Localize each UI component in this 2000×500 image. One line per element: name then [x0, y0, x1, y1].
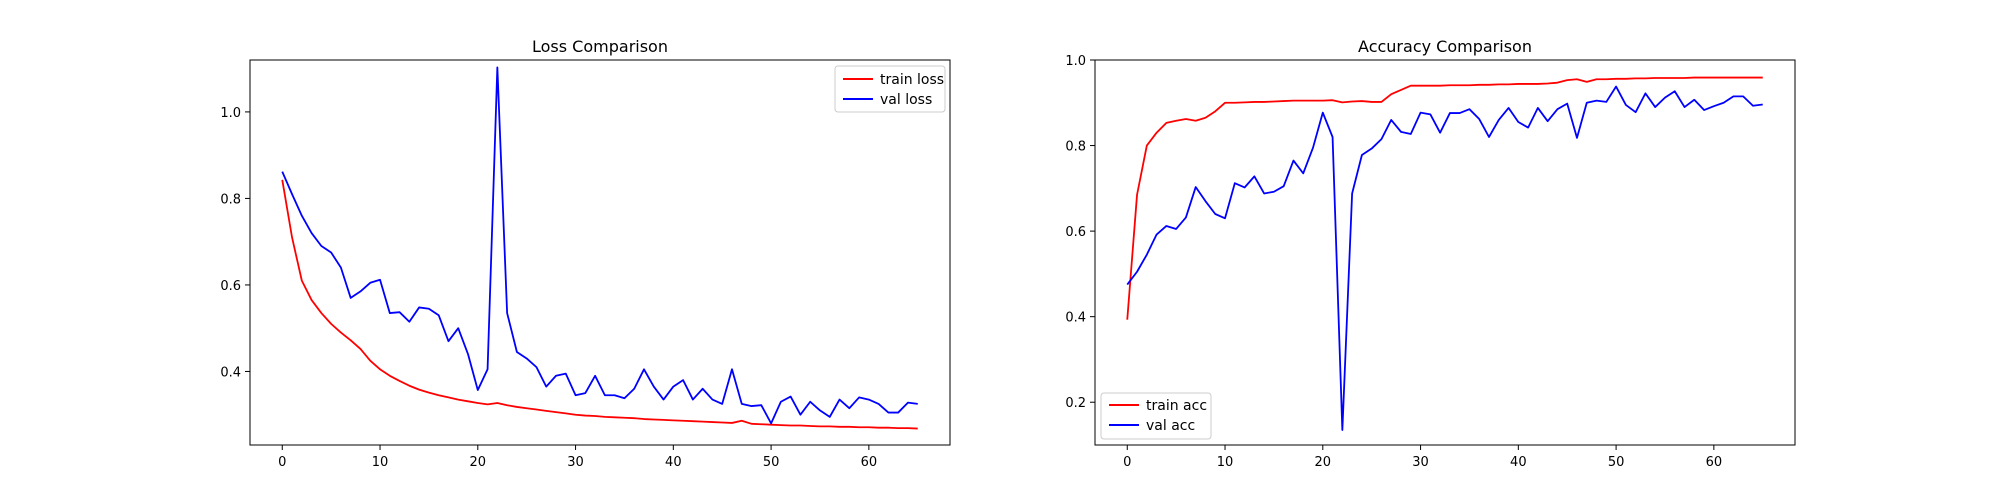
accuracy-y-tick-label: 0.8 [1065, 140, 1086, 155]
val-acc-line [1126, 85, 1763, 431]
accuracy-series-lines [1126, 76, 1763, 431]
loss-y-tick-label: 0.8 [220, 192, 241, 207]
loss-y-tick-label: 0.6 [220, 279, 241, 294]
accuracy-chart: Accuracy Comparison 0 10 20 30 40 50 600.20.40… [1065, 37, 1796, 470]
loss-x-tick-label: 50 [763, 455, 780, 470]
accuracy-x-tick-label: 30 [1412, 455, 1429, 470]
loss-x-tick-label: 30 [567, 455, 584, 470]
loss-x-tick-label: 40 [665, 455, 682, 470]
accuracy-x-tick-label: 20 [1315, 455, 1332, 470]
loss-x-tick-label: 60 [861, 455, 878, 470]
train-acc-legend-label: train acc [1146, 398, 1207, 414]
loss-series-lines [281, 66, 918, 430]
accuracy-y-tick-label: 0.4 [1065, 311, 1086, 326]
train-loss-line [281, 179, 918, 430]
accuracy-plot-frame [1094, 59, 1796, 446]
loss-axes-ticks: 0 10 20 30 40 50 60 0.4 0.6 0.8 1.0 [220, 106, 877, 470]
accuracy-x-tick-label: 60 [1706, 455, 1723, 470]
accuracy-axes-ticks: 0 10 20 30 40 50 60 0.2 0.4 0.6 0.8 1.0 [1065, 54, 1722, 470]
accuracy-x-tick-label: 0 [1123, 455, 1131, 470]
loss-x-tick-label: 0 [278, 455, 286, 470]
loss-legend: train loss val loss [834, 65, 946, 113]
loss-y-tick-label: 1.0 [220, 106, 241, 121]
train-loss-legend-label: train loss [880, 72, 944, 88]
train-acc-line [1126, 76, 1763, 320]
loss-y-tick-label: 0.4 [220, 365, 241, 380]
accuracy-legend: train acc val acc [1100, 392, 1212, 440]
accuracy-y-tick-label: 0.2 [1065, 396, 1086, 411]
accuracy-x-tick-label: 40 [1510, 455, 1527, 470]
val-loss-legend-label: val loss [880, 92, 932, 108]
accuracy-x-tick-label: 50 [1608, 455, 1625, 470]
accuracy-y-tick-label: 0.6 [1065, 225, 1086, 240]
accuracy-y-tick-label: 1.0 [1065, 54, 1086, 69]
val-loss-line [281, 66, 918, 425]
loss-chart: Loss Comparison 0 10 20 30 40 50 60 0.4 0.6 0.8 1.… [220, 37, 951, 470]
val-acc-legend-label: val acc [1146, 418, 1195, 434]
loss-x-tick-label: 10 [372, 455, 389, 470]
accuracy-chart-title: Accuracy Comparison [1358, 37, 1532, 56]
loss-plot-frame [249, 59, 951, 446]
loss-legend-box [834, 65, 946, 113]
loss-chart-title: Loss Comparison [532, 37, 668, 56]
accuracy-x-tick-label: 10 [1217, 455, 1234, 470]
loss-x-tick-label: 20 [470, 455, 487, 470]
